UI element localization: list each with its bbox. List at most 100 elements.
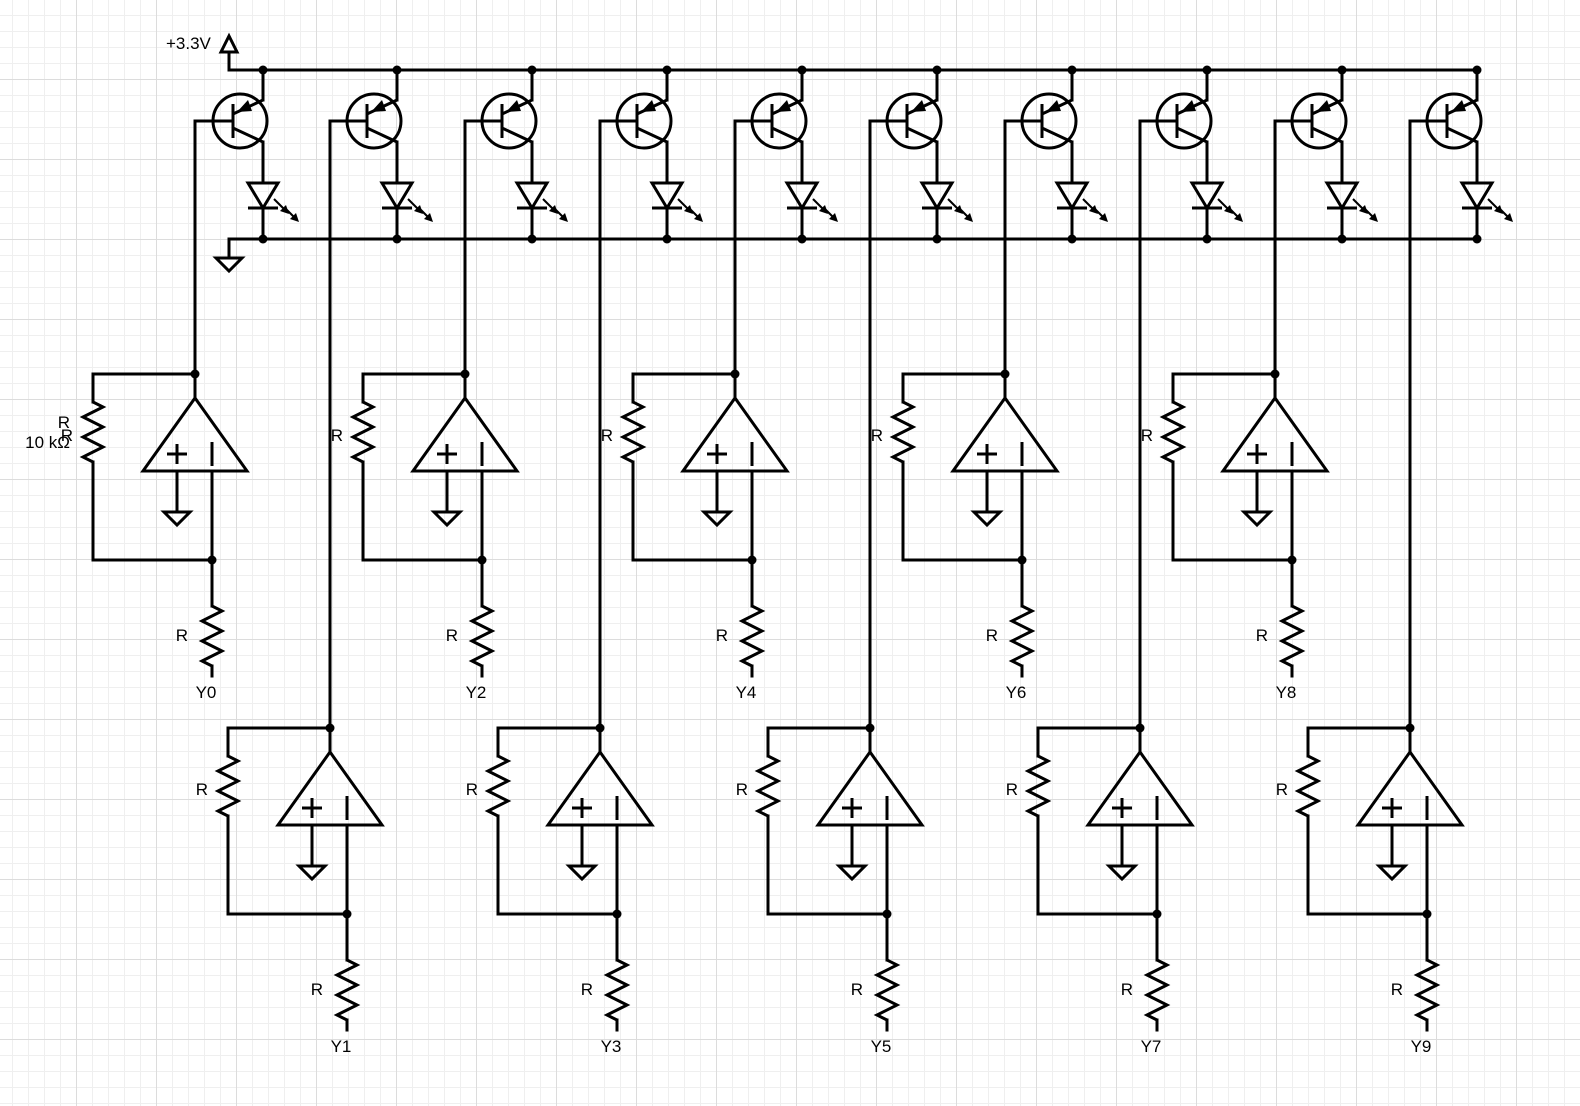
led-icon — [514, 181, 550, 211]
resistor-label: R — [736, 780, 748, 799]
junction-dot — [527, 234, 537, 244]
output-resistor — [1413, 958, 1441, 1022]
pnp-transistor-icon — [750, 92, 808, 150]
transistor-collector — [1446, 126, 1478, 144]
junction-dot — [342, 909, 352, 919]
output-resistor — [1008, 604, 1036, 668]
resistor-label: R — [446, 626, 458, 645]
junction-dot — [747, 555, 757, 565]
light-arrowhead-icon — [424, 213, 433, 222]
ground-icon — [1375, 864, 1409, 882]
junction-dot — [662, 65, 672, 75]
feedback-resistor — [889, 400, 917, 464]
feedback-resistor-label: R — [58, 413, 70, 432]
resistor-label: R — [851, 980, 863, 999]
led-icon — [784, 181, 820, 211]
ground-icon — [1105, 864, 1139, 882]
light-arrowhead-icon — [290, 213, 299, 222]
light-arrowhead-icon — [1369, 213, 1378, 222]
output-resistor — [873, 958, 901, 1022]
op-amp-icon — [1085, 749, 1195, 827]
transistor-collector — [771, 126, 803, 144]
op-amp-icon — [410, 395, 520, 473]
output-label: Y8 — [1276, 683, 1297, 702]
junction-dot — [527, 65, 537, 75]
junction-dot — [1405, 723, 1415, 733]
output-resistor — [1278, 604, 1306, 668]
light-arrowhead-icon — [684, 205, 693, 214]
pnp-transistor-icon — [345, 92, 403, 150]
output-resistor — [1143, 958, 1171, 1022]
feedback-resistor — [1024, 754, 1052, 818]
resistor-label: R — [1256, 626, 1268, 645]
op-amp-icon — [680, 395, 790, 473]
junction-dot — [662, 234, 672, 244]
output-label: Y2 — [466, 683, 487, 702]
led-icon — [649, 181, 685, 211]
led-icon — [1459, 181, 1495, 211]
junction-dot — [1152, 909, 1162, 919]
pnp-transistor-icon — [615, 92, 673, 150]
output-label: Y1 — [331, 1037, 352, 1056]
output-label: Y4 — [736, 683, 757, 702]
led-icon — [245, 181, 281, 211]
feedback-resistor — [214, 754, 242, 818]
light-arrowhead-icon — [1359, 205, 1368, 214]
resistor-label: R — [61, 426, 73, 445]
output-label: Y5 — [871, 1037, 892, 1056]
light-arrowhead-icon — [549, 205, 558, 214]
transistor-arrow-icon — [506, 100, 521, 112]
transistor-arrow-icon — [237, 100, 252, 112]
junction-dot — [730, 369, 740, 379]
pnp-transistor-icon — [1020, 92, 1078, 150]
pnp-transistor-icon — [211, 92, 269, 150]
transistor-collector — [636, 126, 668, 144]
junction-dot — [1067, 65, 1077, 75]
feedback-resistor — [349, 400, 377, 464]
ground-icon — [1240, 510, 1274, 528]
junction-dot — [207, 555, 217, 565]
resistor-label: R — [581, 980, 593, 999]
output-resistor — [333, 958, 361, 1022]
junction-dot — [477, 555, 487, 565]
ground-icon — [160, 510, 194, 528]
resistor-label: R — [311, 980, 323, 999]
led-icon — [379, 181, 415, 211]
feedback-resistor — [484, 754, 512, 818]
output-resistor — [603, 958, 631, 1022]
op-amp-icon — [950, 395, 1060, 473]
junction-dot — [1017, 555, 1027, 565]
junction-dot — [190, 369, 200, 379]
junction-dot — [258, 234, 268, 244]
junction-dot — [1202, 234, 1212, 244]
ground-icon — [970, 510, 1004, 528]
pnp-transistor-icon — [1425, 92, 1483, 150]
junction-dot — [1472, 65, 1482, 75]
junction-dot — [325, 723, 335, 733]
resistor-label: R — [466, 780, 478, 799]
transistor-arrow-icon — [1316, 100, 1331, 112]
junction-dot — [392, 65, 402, 75]
pnp-transistor-icon — [1290, 92, 1348, 150]
op-amp-icon — [815, 749, 925, 827]
op-amp-icon — [275, 749, 385, 827]
output-label: Y7 — [1141, 1037, 1162, 1056]
junction-dot — [1000, 369, 1010, 379]
transistor-collector — [1176, 126, 1208, 144]
output-resistor — [468, 604, 496, 668]
light-arrowhead-icon — [414, 205, 423, 214]
transistor-arrow-icon — [776, 100, 791, 112]
output-resistor — [198, 604, 226, 668]
transistor-collector — [232, 126, 264, 144]
pnp-transistor-icon — [1155, 92, 1213, 150]
resistor-label: R — [601, 426, 613, 445]
junction-dot — [460, 369, 470, 379]
transistor-collector — [1311, 126, 1343, 144]
junction-dot — [932, 234, 942, 244]
feedback-resistor — [619, 400, 647, 464]
light-arrowhead-icon — [694, 213, 703, 222]
resistor-label: R — [196, 780, 208, 799]
transistor-arrow-icon — [641, 100, 656, 112]
